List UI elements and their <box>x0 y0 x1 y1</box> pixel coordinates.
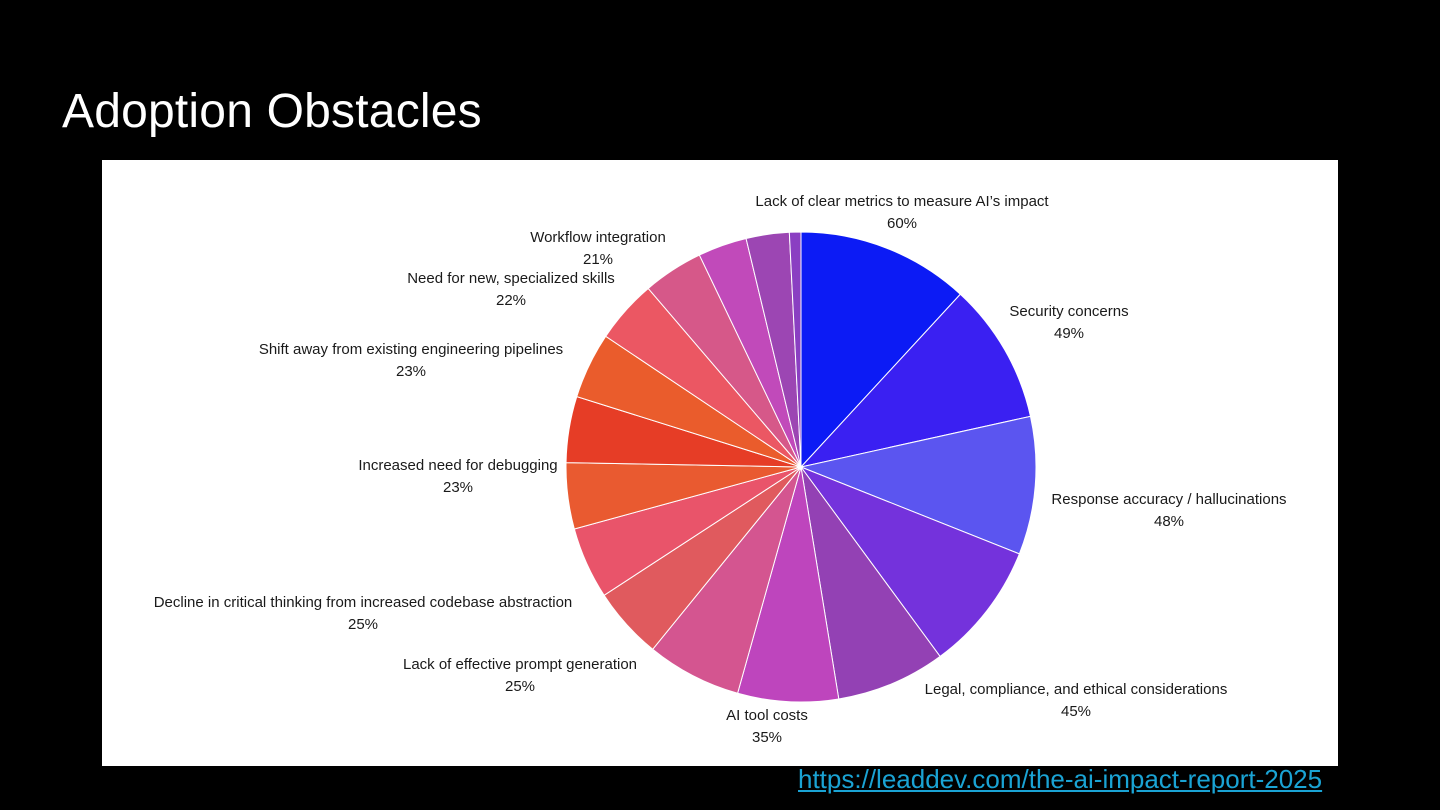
slice-value-label-6: 35% <box>752 729 782 746</box>
slice-label-13: Need for new, specialized skills <box>407 270 615 287</box>
slice-value-label-9: 25% <box>348 616 378 633</box>
slice-label-1: Lack of clear metrics to measure AI’s im… <box>755 193 1049 210</box>
pie-slice-4 <box>799 465 1020 658</box>
pie-slice-2 <box>799 293 1032 468</box>
pie-chart: Lack of clear metrics to measure AI’s im… <box>154 193 1287 746</box>
slice-value-label-10: 23% <box>443 479 473 496</box>
slice-label-10: Increased need for debugging <box>358 457 557 474</box>
slice-label-6: AI tool costs <box>726 707 808 724</box>
slice-value-label-13: 22% <box>496 292 526 309</box>
pie-slice-5 <box>800 466 941 700</box>
slide-title: Adoption Obstacles <box>62 85 482 138</box>
slice-value-label-1: 60% <box>887 215 917 232</box>
slice-value-label-2: 49% <box>1054 325 1084 342</box>
slice-value-label-3: 48% <box>1154 513 1184 530</box>
slice-value-label-14: 21% <box>583 251 613 268</box>
pie-slice-17 <box>788 231 802 468</box>
pie-chart-panel: Lack of clear metrics to measure AI’s im… <box>102 160 1338 766</box>
source-link[interactable]: https://leaddev.com/the-ai-impact-report… <box>798 764 1323 794</box>
pie-slice-1 <box>800 231 962 469</box>
slice-label-2: Security concerns <box>1009 303 1128 320</box>
slice-value-label-12: 23% <box>396 363 426 380</box>
slice-label-8: Lack of effective prompt generation <box>403 656 637 673</box>
slice-label-4: Legal, compliance, and ethical considera… <box>925 681 1228 698</box>
slice-label-14: Workflow integration <box>530 229 666 246</box>
slice-label-9: Decline in critical thinking from increa… <box>154 594 573 611</box>
slice-label-3: Response accuracy / hallucinations <box>1051 491 1286 508</box>
pie-slice-3 <box>799 415 1037 555</box>
slice-label-12: Shift away from existing engineering pip… <box>259 341 563 358</box>
slice-value-label-4: 45% <box>1061 703 1091 720</box>
slice-value-label-8: 25% <box>505 678 535 695</box>
